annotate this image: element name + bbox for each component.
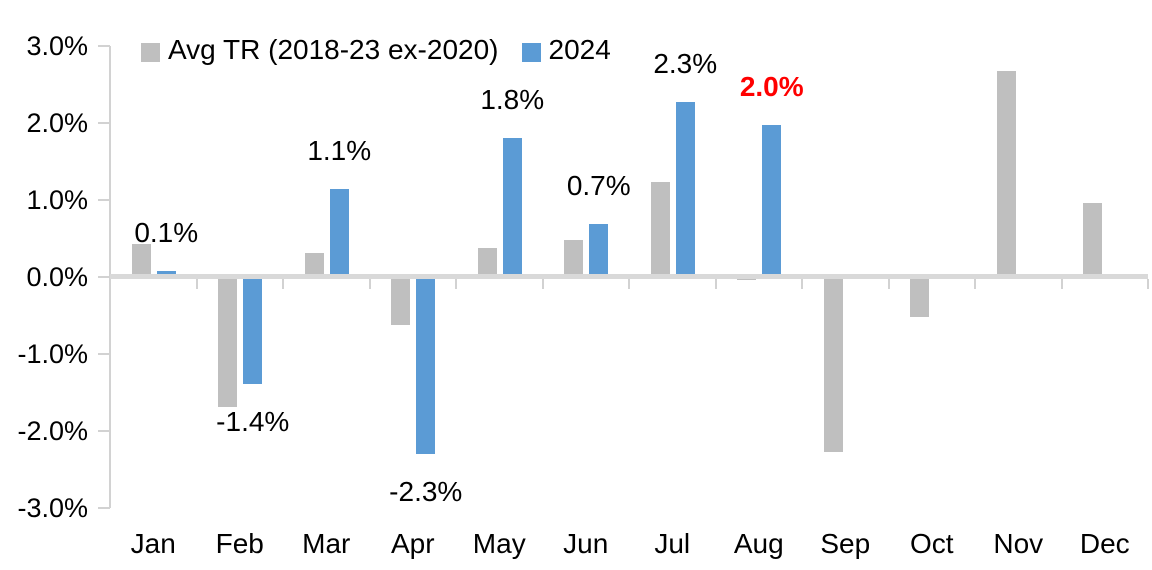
x-axis-label-aug: Aug	[733, 528, 784, 559]
x-axis-label-jul: Jul	[654, 528, 691, 559]
x-axis-tick	[368, 279, 371, 289]
bar-avg-oct	[910, 276, 930, 318]
x-axis-label-sep: Sep	[820, 528, 871, 559]
bar-avg-may	[477, 248, 497, 277]
bar-2024-may	[502, 137, 522, 277]
legend-swatch-2024	[521, 42, 541, 62]
y-axis-tick	[98, 275, 110, 278]
bar-avg-jan	[131, 244, 151, 277]
y-axis-tick-label: -1.0%	[17, 338, 88, 369]
x-axis-label-oct: Oct	[909, 528, 954, 559]
bar-avg-dec	[1083, 202, 1103, 277]
x-axis-tick	[714, 279, 717, 289]
x-axis-label-nov: Nov	[993, 528, 1044, 559]
x-axis-label-mar: Mar	[302, 528, 351, 559]
x-axis-label-jun: Jun	[563, 528, 609, 559]
y-axis-tick	[98, 44, 110, 47]
bar-avg-jul	[650, 181, 670, 277]
bar-avg-nov	[996, 70, 1016, 277]
x-axis-tick	[455, 279, 457, 289]
y-axis-tick-label: 1.0%	[26, 184, 88, 215]
bar-2024-jul	[675, 101, 695, 277]
bar-avg-mar	[304, 252, 324, 277]
x-axis-tick	[801, 279, 803, 289]
y-axis-tick-label: 2.0%	[26, 107, 88, 138]
legend-item-avg-tr: Avg TR (2018-23 ex-2020)	[141, 34, 499, 66]
legend-label-2024: 2024	[548, 34, 611, 65]
bar-2024-jun	[589, 224, 609, 277]
x-axis-label-jan: Jan	[130, 528, 176, 559]
bar-avg-sep	[823, 276, 843, 453]
bar-avg-apr	[391, 276, 411, 325]
data-label-2024-jul: 2.3%	[653, 47, 718, 79]
x-axis-label-apr: Apr	[390, 528, 435, 559]
y-axis-tick-label: -3.0%	[17, 492, 88, 523]
bar-2024-apr	[416, 276, 436, 454]
x-axis-label-dec: Dec	[1079, 528, 1130, 559]
bar-avg-feb	[218, 276, 238, 407]
bar-2024-feb	[243, 276, 263, 385]
x-axis-tick	[1147, 279, 1149, 289]
x-axis-tick	[1060, 279, 1063, 289]
bar-avg-jun	[564, 240, 584, 277]
data-label-2024-may: 1.8%	[480, 83, 545, 115]
data-label-2024-aug: 2.0%	[739, 70, 804, 102]
y-axis-tick	[98, 198, 110, 201]
legend-swatch-avg-tr	[141, 42, 160, 62]
y-axis-tick-label: 3.0%	[26, 30, 88, 61]
x-axis-tick	[282, 279, 284, 289]
y-axis-tick	[98, 121, 110, 124]
y-axis-tick	[98, 506, 110, 509]
y-axis-tick	[98, 429, 110, 432]
x-axis-label-feb: Feb	[215, 528, 264, 559]
x-axis-label-may: May	[472, 528, 526, 559]
bar-2024-mar	[329, 189, 349, 277]
bar-2024-aug	[762, 124, 782, 277]
data-label-2024-mar: 1.1%	[307, 135, 372, 167]
y-axis-tick-label: -2.0%	[17, 415, 88, 446]
data-label-2024-jun: 0.7%	[566, 170, 631, 202]
data-label-2024-feb: -1.4%	[216, 406, 290, 438]
x-axis-tick	[628, 279, 630, 289]
x-axis-tick	[109, 279, 111, 289]
legend-item-2024: 2024	[521, 34, 611, 66]
x-axis-tick	[195, 279, 198, 289]
x-axis-tick	[541, 279, 544, 289]
x-axis-tick	[974, 279, 976, 289]
bar-2024-jan	[156, 271, 176, 277]
zero-axis-line	[110, 274, 1148, 279]
y-axis-tick-label: 0.0%	[26, 261, 88, 292]
data-label-2024-apr: -2.3%	[389, 475, 463, 507]
y-axis-tick	[98, 352, 110, 355]
legend-label-avg-tr: Avg TR (2018-23 ex-2020)	[168, 34, 499, 65]
legend: Avg TR (2018-23 ex-2020) 2024	[141, 34, 611, 66]
x-axis-tick	[887, 279, 890, 289]
data-label-2024-jan: 0.1%	[134, 217, 199, 249]
